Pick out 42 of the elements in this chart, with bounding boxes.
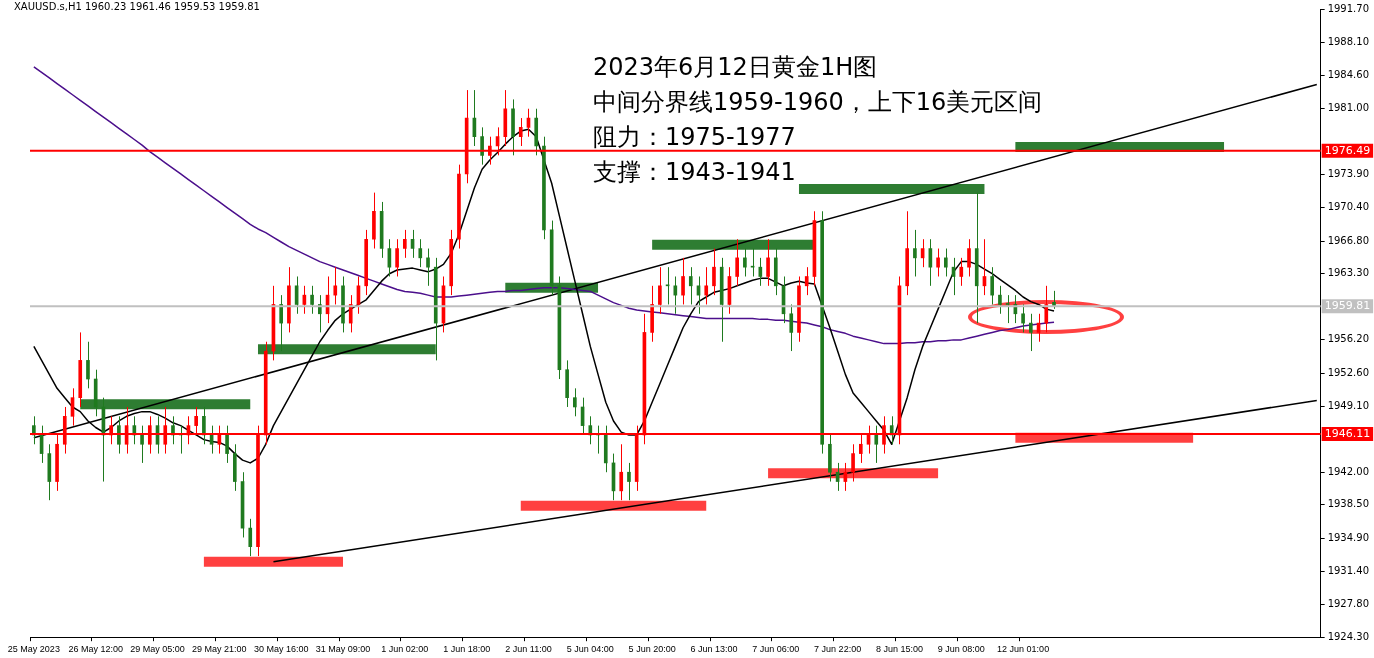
y-tick-label: 1973.90 [1327, 168, 1370, 180]
y-tick-label: 1966.80 [1327, 234, 1370, 246]
y-tick-label: 1970.40 [1327, 201, 1370, 213]
y-tick-label: 1927.80 [1327, 598, 1370, 610]
x-tick-label: 7 Jun 22:00 [814, 644, 862, 655]
y-tick-label: 1924.30 [1327, 630, 1370, 642]
y-tick-label: 1988.10 [1327, 36, 1370, 48]
x-tick-label: 2 Jun 11:00 [505, 644, 552, 655]
y-tick-label: 1934.90 [1327, 532, 1370, 543]
y-tick-label: 1949.10 [1327, 399, 1370, 411]
y-tick-label: 1963.30 [1327, 267, 1370, 279]
x-tick-label: 9 Jun 08:00 [937, 644, 985, 655]
x-tick-label: 30 May 16:00 [253, 644, 309, 655]
x-tick-label: 5 Jun 20:00 [628, 644, 676, 655]
ref-line-label: 1959.81 [1324, 299, 1371, 313]
x-tick-label: 12 Jun 01:00 [997, 644, 1050, 655]
x-tick-label: 8 Jun 15:00 [875, 644, 923, 655]
ref-line-label: 1946.11 [1324, 426, 1371, 440]
y-tick-label: 1952.60 [1327, 367, 1370, 379]
y-tick-label: 1984.60 [1327, 68, 1370, 80]
annotation: 阻力：1975-1977 [593, 122, 797, 153]
y-tick-label: 1956.20 [1327, 333, 1370, 345]
y-tick-label: 1981.00 [1327, 102, 1370, 114]
annotation: XAUUSD.s,H1 1960.23 1961.46 1959.53 1959.81 [14, 1, 260, 12]
x-tick-label: 29 May 05:00 [130, 644, 185, 655]
x-tick-label: 1 Jun 18:00 [443, 644, 491, 655]
ref-line-label: 1976.49 [1324, 143, 1371, 157]
x-tick-label: 29 May 21:00 [192, 644, 247, 655]
y-tick-label: 1938.50 [1327, 498, 1370, 510]
x-tick-label: 5 Jun 04:00 [566, 644, 614, 655]
x-tick-label: 1 Jun 02:00 [381, 644, 429, 655]
y-tick-label: 1942.00 [1327, 465, 1370, 477]
text: 2023年6月12日黄金1H图 [593, 52, 879, 83]
x-tick-label: 6 Jun 13:00 [690, 644, 738, 655]
annotation: 支撑：1943-1941 [593, 157, 797, 188]
x-tick-label: 31 May 09:00 [315, 644, 371, 655]
y-tick-label: 1931.40 [1327, 564, 1370, 576]
x-tick-label: 25 May 2023 [7, 644, 60, 655]
x-tick-label: 7 Jun 06:00 [752, 644, 800, 655]
annotation: 中间分界线1959-1960，上下16美元区间 [593, 87, 1043, 118]
y-tick-label: 1991.70 [1327, 2, 1370, 14]
x-tick-label: 26 May 12:00 [68, 644, 123, 655]
